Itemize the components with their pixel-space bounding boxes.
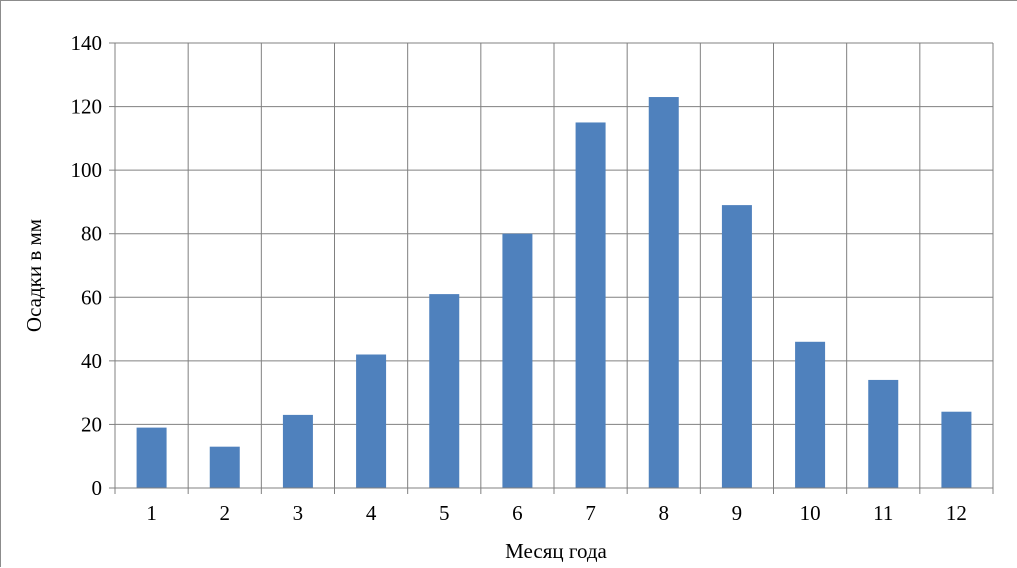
y-tick-label: 80 <box>81 222 102 246</box>
bar-month-10 <box>795 341 826 488</box>
x-tick-label: 10 <box>800 501 821 525</box>
x-tick-label: 6 <box>512 501 523 525</box>
x-tick-label: 3 <box>293 501 304 525</box>
bar-month-7 <box>575 122 606 488</box>
y-tick-label: 0 <box>92 476 103 500</box>
x-tick-label: 12 <box>946 501 967 525</box>
bar-month-9 <box>721 205 752 488</box>
y-tick-label: 60 <box>81 285 102 309</box>
grid-lines <box>115 42 994 488</box>
x-axis-title: Месяц года <box>505 539 607 563</box>
y-tick-labels: 0 20 40 60 80 100 120 140 <box>71 31 103 500</box>
bars <box>136 97 972 489</box>
y-tick-label: 120 <box>71 95 103 119</box>
x-tick-label: 7 <box>585 501 596 525</box>
bar-month-1 <box>136 427 167 488</box>
x-tick-labels: 1 2 3 4 5 6 7 8 9 10 11 12 <box>146 501 967 525</box>
bar-month-3 <box>282 414 313 488</box>
y-axis-title: Осадки в мм <box>22 219 46 332</box>
axes <box>109 42 994 494</box>
x-tick-label: 9 <box>732 501 743 525</box>
x-tick-label: 4 <box>366 501 377 525</box>
bar-month-4 <box>356 354 387 488</box>
bar-month-11 <box>868 379 899 488</box>
y-tick-label: 100 <box>71 158 103 182</box>
bar-month-2 <box>209 446 240 488</box>
x-tick-label: 1 <box>146 501 157 525</box>
x-tick-label: 5 <box>439 501 450 525</box>
bar-month-5 <box>429 294 460 488</box>
y-tick-label: 140 <box>71 31 103 55</box>
x-tick-label: 11 <box>873 501 893 525</box>
bar-month-8 <box>648 97 679 489</box>
x-tick-label: 8 <box>659 501 670 525</box>
bar-month-12 <box>941 411 972 488</box>
y-tick-label: 40 <box>81 349 102 373</box>
bar-month-6 <box>502 233 533 488</box>
y-tick-label: 20 <box>81 412 102 436</box>
x-tick-label: 2 <box>220 501 231 525</box>
